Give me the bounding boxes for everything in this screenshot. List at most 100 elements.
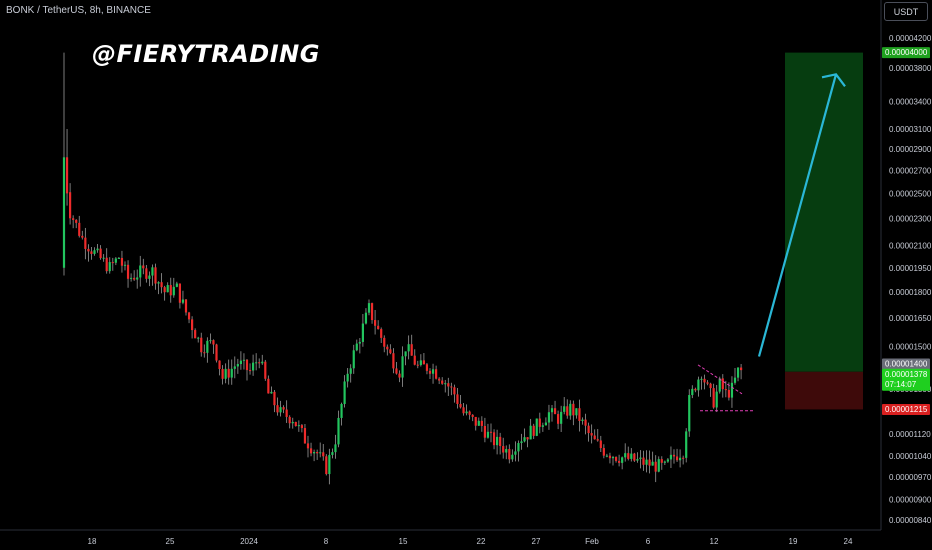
candle	[340, 402, 343, 426]
x-tick-label: 22	[477, 537, 486, 546]
candle	[419, 354, 422, 367]
candlestick-series	[62, 52, 743, 485]
candle	[96, 243, 99, 253]
candle	[416, 360, 419, 369]
candle	[425, 363, 429, 375]
y-tick-label: 0.00002700	[889, 166, 932, 175]
candle	[441, 377, 444, 385]
candle	[486, 423, 490, 439]
candle	[602, 444, 605, 459]
candle	[276, 397, 279, 416]
candle	[313, 449, 316, 462]
y-tick-label: 0.00002300	[889, 214, 932, 223]
symbol-title: BONK / TetherUS, 8h, BINANCE	[6, 5, 151, 16]
candle	[431, 363, 435, 384]
candle	[136, 269, 139, 289]
candle	[319, 442, 322, 458]
candle	[547, 404, 551, 430]
candle	[395, 362, 398, 375]
candle	[642, 450, 645, 471]
candle	[90, 247, 93, 260]
candle	[142, 258, 145, 275]
candle	[654, 455, 657, 483]
candle	[111, 257, 114, 271]
candle	[438, 377, 441, 385]
candle	[740, 363, 743, 380]
candle	[316, 449, 319, 460]
candle	[544, 417, 547, 426]
x-tick-label: 6	[646, 537, 651, 546]
y-tick-label: 0.00001040	[889, 452, 932, 461]
candle	[325, 454, 328, 476]
candle	[233, 356, 236, 379]
candle	[236, 358, 239, 374]
x-tick-label: 19	[789, 537, 798, 546]
candle	[502, 437, 505, 459]
candle	[541, 422, 544, 432]
candle	[102, 254, 105, 262]
candle	[511, 449, 514, 462]
candle	[587, 422, 590, 442]
candle	[123, 261, 127, 271]
candle	[688, 389, 691, 437]
candle	[230, 359, 233, 385]
candle	[553, 400, 557, 415]
candle	[279, 400, 282, 417]
target-zone	[785, 52, 863, 372]
candle	[413, 349, 416, 366]
y-tick-label: 0.00002100	[889, 242, 932, 251]
x-tick-label: Feb	[585, 537, 599, 546]
candle	[651, 451, 654, 466]
candle	[572, 400, 575, 426]
currency-button[interactable]: USDT	[884, 2, 928, 21]
candle	[514, 441, 517, 462]
candle	[386, 344, 389, 356]
candle	[346, 368, 349, 388]
candle	[212, 339, 215, 354]
candle	[477, 417, 480, 427]
candle	[285, 400, 288, 423]
candle	[630, 448, 633, 462]
candle	[309, 442, 313, 457]
candle	[675, 448, 679, 462]
candle	[621, 456, 624, 470]
y-tick-label: 0.00001950	[889, 264, 932, 273]
time-axis[interactable]: 18 25 2024 8 15 22 27 Feb 6 12 19 24	[0, 529, 881, 546]
y-tick-label: 0.00001650	[889, 314, 932, 323]
candle	[264, 359, 267, 381]
candle	[218, 360, 221, 376]
price-axis[interactable]: 0.00004200 0.00003800 0.00003400 0.00003100…	[880, 0, 932, 530]
candle	[401, 346, 404, 387]
candle	[352, 344, 355, 374]
candle	[736, 367, 740, 382]
x-tick-label: 27	[532, 537, 541, 546]
candle	[444, 379, 447, 393]
candle	[334, 434, 337, 459]
candle	[581, 417, 584, 425]
candle	[224, 363, 227, 384]
candle	[624, 443, 627, 462]
candle	[175, 281, 178, 288]
candle	[593, 429, 596, 440]
candle	[120, 250, 124, 273]
candle	[529, 418, 532, 440]
candle	[303, 423, 307, 444]
candle	[669, 446, 673, 468]
candle	[560, 405, 563, 432]
candle	[178, 283, 181, 309]
candle	[62, 52, 66, 276]
candle	[267, 375, 270, 394]
y-tick-label: 0.00000840	[889, 516, 932, 525]
candle	[377, 320, 380, 330]
candle	[596, 429, 599, 442]
candle	[639, 450, 642, 469]
candle	[221, 365, 224, 385]
y-tick-label: 0.00001120	[889, 430, 931, 439]
x-tick-label: 18	[88, 537, 97, 546]
candle	[215, 343, 218, 363]
candle	[721, 374, 724, 398]
candle	[114, 257, 117, 266]
candle	[130, 273, 133, 282]
candle	[294, 421, 297, 427]
